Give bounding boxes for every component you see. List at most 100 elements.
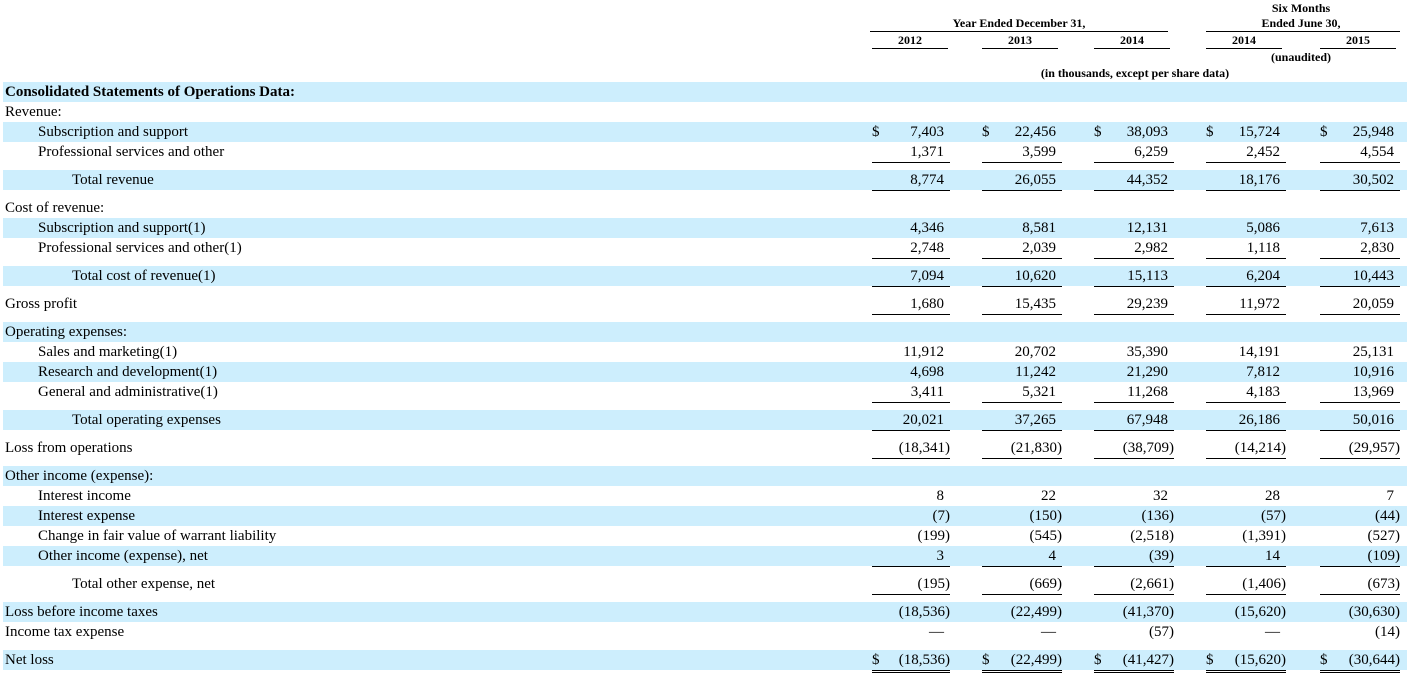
professional-services-revenue-value-six-2015: 4,554 — [1320, 142, 1400, 163]
currency-symbol: $ — [872, 652, 880, 668]
other-income-net-value-2013: 4 — [982, 546, 1062, 567]
cell-value: 15,435 — [1014, 296, 1056, 312]
cell-value: (44) — [1375, 508, 1400, 524]
interest-income-value-six-2015: 7 — [1320, 486, 1400, 506]
cell-value: 7,403 — [910, 124, 944, 140]
total-other-expense-value-six-2015: (673) — [1320, 574, 1400, 595]
year-underline-2013 — [982, 48, 1058, 49]
gross-profit-label: Gross profit — [5, 296, 78, 312]
cell-value: (15,620) — [1234, 604, 1286, 620]
interest-expense-value-six-2015: (44) — [1320, 506, 1400, 526]
cell-value: 26,055 — [1014, 172, 1056, 188]
professional-services-cost-row: Professional services and other(1) 2,748 2… — [3, 238, 1407, 259]
loss-from-operations-value-2014: (38,709) — [1094, 438, 1174, 459]
cell-value: 1,371 — [910, 144, 944, 160]
six-months-header-line1: Six Months — [1271, 1, 1331, 15]
sales-and-marketing-label: Sales and marketing(1) — [38, 344, 178, 360]
cell-value: 20,702 — [1014, 344, 1056, 360]
subscription-cost-label: Subscription and support(1) — [38, 220, 206, 236]
income-tax-expense-row: Income tax expense — — (57) — (14) — [3, 622, 1407, 642]
subscription-cost-value-six-2014: 5,086 — [1206, 218, 1286, 238]
subscription-cost-value-2014: 12,131 — [1094, 218, 1174, 238]
cell-value: 7,812 — [1246, 364, 1280, 380]
revenue-heading-label: Revenue: — [5, 104, 62, 120]
cell-value: 35,390 — [1126, 344, 1168, 360]
interest-expense-label: Interest expense — [38, 508, 136, 524]
interest-income-value-six-2014: 28 — [1206, 486, 1286, 506]
cell-value: 18,176 — [1238, 172, 1280, 188]
cell-value: 3 — [936, 548, 945, 564]
cell-value: (1,391) — [1242, 528, 1286, 544]
loss-before-income-taxes-value-2014: (41,370) — [1094, 602, 1174, 622]
cost-of-revenue-heading-label: Cost of revenue: — [5, 200, 105, 216]
cell-value: 11,912 — [903, 344, 944, 360]
income-tax-expense-label: Income tax expense — [5, 624, 125, 640]
section-title-row: Consolidated Statements of Operations Da… — [3, 82, 1407, 102]
income-tax-expense-value-2013: — — [982, 622, 1062, 642]
income-tax-expense-value-2014: (57) — [1094, 622, 1174, 642]
total-other-expense-label: Total other expense, net — [72, 576, 216, 592]
cell-value: (57) — [1261, 508, 1286, 524]
warrant-liability-change-value-2012: (199) — [872, 526, 951, 546]
gross-profit-row: Gross profit 1,680 15,435 29,239 11,972 20,05… — [3, 294, 1407, 315]
cell-value: — — [929, 624, 944, 640]
cell-value: 4,554 — [1360, 144, 1394, 160]
total-revenue-label: Total revenue — [72, 172, 154, 188]
cell-value: 4,698 — [910, 364, 944, 380]
general-and-administrative-value-six-2014: 4,183 — [1206, 382, 1286, 403]
cell-value: (22,499) — [1010, 652, 1062, 668]
cell-value: (199) — [917, 528, 951, 544]
cell-value: (669) — [1029, 576, 1063, 592]
six-months-header-2015: 2015 — [1346, 33, 1370, 47]
professional-services-cost-value-six-2015: 2,830 — [1320, 238, 1400, 259]
general-and-administrative-value-six-2015: 13,969 — [1320, 382, 1400, 403]
research-and-development-value-six-2015: 10,916 — [1320, 362, 1400, 382]
cell-value: — — [1041, 624, 1056, 640]
loss-before-income-taxes-value-six-2015: (30,630) — [1320, 602, 1400, 622]
cell-value: 4,346 — [910, 220, 944, 236]
general-and-administrative-label: General and administrative(1) — [38, 384, 218, 400]
total-revenue-value-2014: 44,352 — [1094, 170, 1174, 191]
general-and-administrative-value-2012: 3,411 — [872, 382, 950, 403]
year-underline-six-2014 — [1206, 48, 1282, 49]
loss-before-income-taxes-label: Loss before income taxes — [5, 604, 158, 620]
cell-value: 2,830 — [1360, 240, 1394, 256]
subscription-cost-value-six-2015: 7,613 — [1320, 218, 1400, 238]
cell-value: (2,661) — [1130, 576, 1174, 592]
warrant-liability-change-value-six-2014: (1,391) — [1206, 526, 1286, 546]
general-and-administrative-row: General and administrative(1) 3,411 5,321 1… — [3, 382, 1407, 403]
interest-income-label: Interest income — [38, 488, 131, 504]
other-income-net-value-six-2015: (109) — [1320, 546, 1400, 567]
cell-value: (38,709) — [1122, 440, 1174, 456]
cell-value: (2,518) — [1130, 528, 1174, 544]
year-underline-2012 — [872, 48, 948, 49]
loss-from-operations-value-2012: (18,341) — [872, 438, 950, 459]
gross-profit-value-2013: 15,435 — [982, 294, 1062, 315]
interest-expense-value-2013: (150) — [982, 506, 1063, 526]
total-cost-of-revenue-value-six-2014: 6,204 — [1206, 266, 1286, 287]
gross-profit-value-2014: 29,239 — [1094, 294, 1174, 315]
sales-and-marketing-value-2013: 20,702 — [982, 342, 1062, 362]
year-underline-2014 — [1094, 48, 1170, 49]
net-loss-value-2013: $ (22,499) — [982, 650, 1062, 673]
cell-value: (41,427) — [1122, 652, 1174, 668]
total-operating-expenses-value-six-2015: 50,016 — [1320, 410, 1400, 431]
currency-symbol: $ — [1320, 652, 1328, 668]
subscription-cost-row: Subscription and support(1) 4,346 8,581 12,… — [3, 218, 1407, 238]
cell-value: 38,093 — [1126, 124, 1168, 140]
cell-value: (41,370) — [1122, 604, 1174, 620]
cell-value: (30,644) — [1348, 652, 1400, 668]
cell-value: 44,352 — [1126, 172, 1168, 188]
cell-value: (527) — [1367, 528, 1401, 544]
cell-value: (21,830) — [1010, 440, 1062, 456]
cell-value: 11,972 — [1239, 296, 1280, 312]
cell-value: 7,613 — [1360, 220, 1394, 236]
other-income-net-label: Other income (expense), net — [38, 548, 208, 564]
other-income-net-value-2014: (39) — [1094, 546, 1174, 567]
subscription-revenue-value-2013: $22,456 — [982, 122, 1062, 142]
income-tax-expense-value-six-2015: (14) — [1320, 622, 1400, 642]
cell-value: 3,599 — [1022, 144, 1056, 160]
cell-value: 4,183 — [1246, 384, 1280, 400]
cell-value: 10,620 — [1014, 268, 1056, 284]
warrant-liability-change-row: Change in fair value of warrant liabilit… — [3, 526, 1407, 546]
